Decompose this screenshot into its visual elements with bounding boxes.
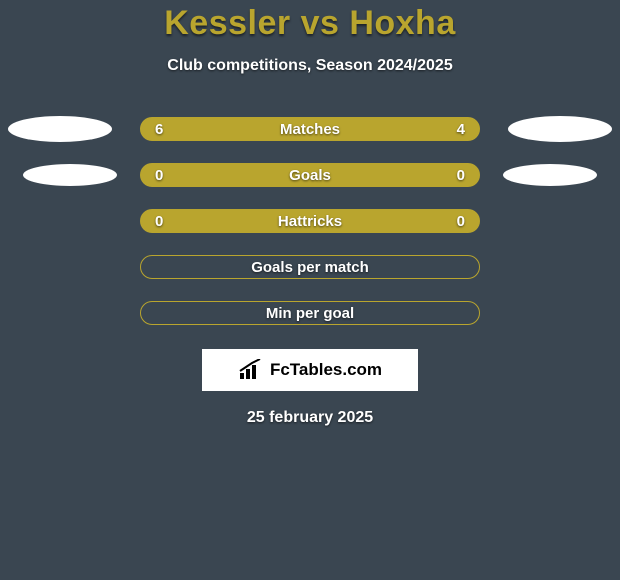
stat-value-right: 0 xyxy=(457,213,465,230)
avatar-placeholder-right xyxy=(508,116,612,142)
page-subtitle: Club competitions, Season 2024/2025 xyxy=(167,57,452,75)
brand-logo[interactable]: FcTables.com xyxy=(202,349,418,391)
stats-card: Kessler vs Hoxha Club competitions, Seas… xyxy=(0,0,620,427)
stat-value-right: 0 xyxy=(457,167,465,184)
page-title: Kessler vs Hoxha xyxy=(164,4,456,43)
stat-row: 0 Hattricks 0 xyxy=(0,209,620,233)
stat-row: Goals per match xyxy=(0,255,620,279)
stat-label: Goals xyxy=(289,167,331,184)
stat-label: Matches xyxy=(280,121,340,138)
date-label: 25 february 2025 xyxy=(247,409,373,427)
stat-label: Min per goal xyxy=(266,305,354,322)
stat-row: 0 Goals 0 xyxy=(0,163,620,187)
stat-value-right: 4 xyxy=(457,121,465,138)
stat-label: Goals per match xyxy=(251,259,369,276)
avatar-placeholder-left xyxy=(8,116,112,142)
brand-text: FcTables.com xyxy=(270,360,382,380)
stat-bar-hattricks: 0 Hattricks 0 xyxy=(140,209,480,233)
avatar-placeholder-right xyxy=(503,164,597,186)
stat-bar-gpm: Goals per match xyxy=(140,255,480,279)
stat-bar-matches: 6 Matches 4 xyxy=(140,117,480,141)
stat-value-left: 0 xyxy=(155,167,163,184)
stat-value-left: 0 xyxy=(155,213,163,230)
stat-value-left: 6 xyxy=(155,121,163,138)
avatar-placeholder-left xyxy=(23,164,117,186)
chart-icon xyxy=(238,359,264,381)
stat-bar-goals: 0 Goals 0 xyxy=(140,163,480,187)
stat-row: Min per goal xyxy=(0,301,620,325)
stat-label: Hattricks xyxy=(278,213,342,230)
stat-bar-mpg: Min per goal xyxy=(140,301,480,325)
stat-row: 6 Matches 4 xyxy=(0,117,620,141)
